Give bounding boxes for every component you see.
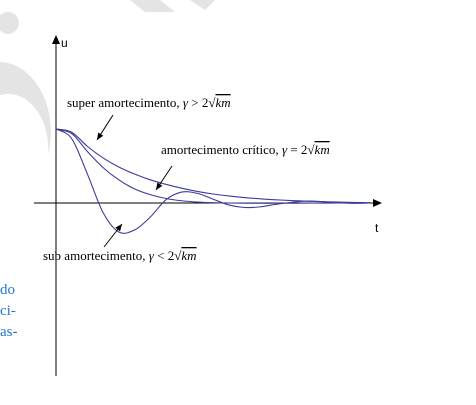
annotation-relation: > 2 xyxy=(188,95,208,110)
annotation-symbol: γ xyxy=(149,248,155,263)
annotation-sub-amortecimento: sub amortecimento, γ < 2√km xyxy=(43,248,197,263)
sidebar-fragment: ci- xyxy=(0,303,16,319)
radical-sign-icon: √ xyxy=(307,142,315,157)
annotation-radicand: km xyxy=(181,248,196,263)
annotation-radicand: km xyxy=(216,95,231,110)
series-line-sub-amortecimento xyxy=(55,128,371,234)
y-axis-arrow-icon xyxy=(52,35,60,44)
annotation-relation: < 2 xyxy=(154,248,174,263)
annotation-relation: = 2 xyxy=(287,142,307,157)
annotation-arrowhead-icon xyxy=(115,224,122,232)
annotation-prefix: super amortecimento, xyxy=(67,95,183,110)
series-line-amortecimento-critico xyxy=(55,128,370,204)
annotation-prefix: amortecimento crítico, xyxy=(161,142,282,157)
y-axis-label: u xyxy=(61,36,68,50)
annotation-arrowhead-icon xyxy=(156,182,163,190)
series-line-super-amortecimento xyxy=(55,128,371,204)
annotation-prefix: sub amortecimento, xyxy=(43,248,149,263)
x-axis-arrow-icon xyxy=(373,199,382,207)
watermark-dot-icon xyxy=(0,12,19,34)
radical-sign-icon: √ xyxy=(208,95,216,110)
chart-labels: super amortecimento, γ > 2√kmamortecimen… xyxy=(43,95,330,263)
radical-sign-icon: √ xyxy=(174,248,182,263)
sidebar-text-fragments: do ci- as- xyxy=(0,280,18,343)
chart-axes: ut xyxy=(34,35,382,376)
annotation-arrowhead-icon xyxy=(97,132,104,140)
watermark-arc-icon xyxy=(130,0,175,12)
chart-curves xyxy=(55,128,371,234)
watermark-arc2-icon xyxy=(190,0,215,10)
annotation-super-amortecimento: super amortecimento, γ > 2√km xyxy=(67,95,231,110)
sidebar-fragment: do xyxy=(0,282,15,298)
sidebar-fragment: as- xyxy=(0,324,18,340)
annotation-symbol: γ xyxy=(183,95,189,110)
watermark-ring-icon xyxy=(0,62,51,155)
x-axis-label: t xyxy=(375,221,379,235)
annotation-symbol: γ xyxy=(282,142,288,157)
annotation-radicand: km xyxy=(315,142,330,157)
annotation-amortecimento-critico: amortecimento crítico, γ = 2√km xyxy=(161,142,330,157)
